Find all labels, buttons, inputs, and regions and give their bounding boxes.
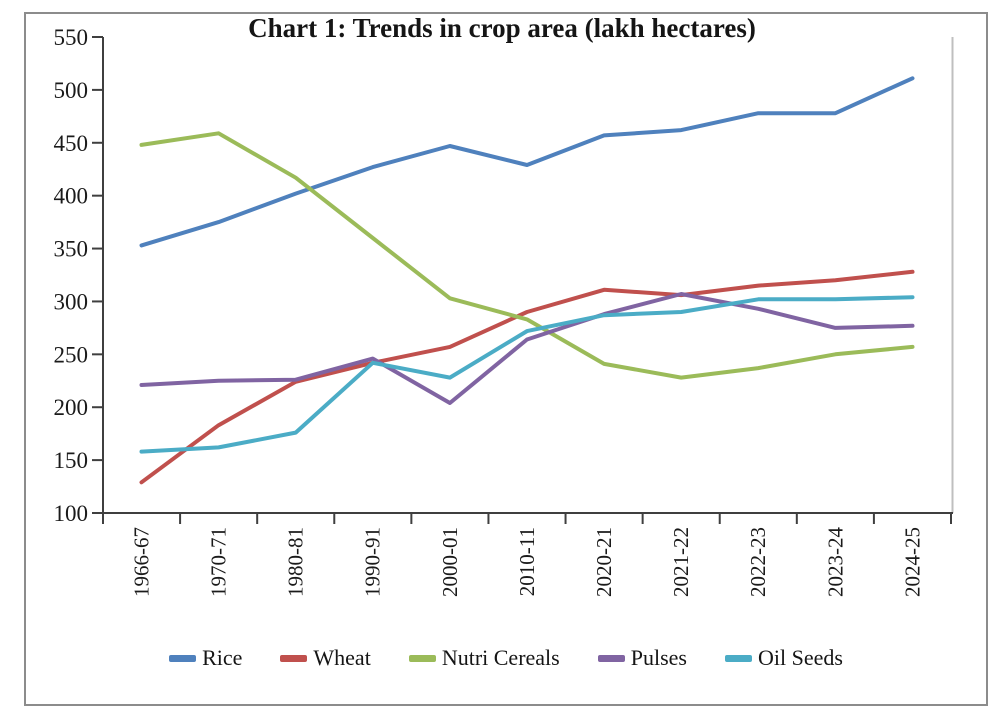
legend-label-rice: Rice [202, 645, 243, 670]
legend-item-oil-seeds: Oil Seeds [724, 645, 843, 671]
x-axis-label: 1970-71 [207, 527, 231, 597]
x-axis-label: 2021-22 [669, 527, 693, 597]
legend-swatch-rice [169, 654, 197, 662]
series-line-rice [139, 76, 915, 248]
legend-label-wheat: Wheat [313, 645, 371, 670]
y-tick-label: 450 [54, 131, 89, 156]
legend-item-nutri-cereals: Nutri Cereals [408, 645, 560, 671]
legend-swatch-nutri-cereals [408, 654, 436, 662]
chart-title: Chart 1: Trends in crop area (lakh hecta… [248, 13, 756, 43]
legend-item-rice: Rice [169, 645, 242, 671]
legend-item-wheat: Wheat [280, 645, 371, 671]
y-tick-label: 400 [54, 184, 89, 209]
x-axis-label: 2024-25 [900, 527, 924, 597]
x-axis-label: 1980-81 [284, 527, 308, 597]
x-axis-label: 2023-24 [823, 527, 847, 597]
x-axis-label: 2020-21 [592, 527, 616, 597]
legend-swatch-wheat [280, 654, 308, 662]
x-axis-label: 2022-23 [746, 527, 770, 597]
legend-swatch-pulses [597, 654, 625, 662]
x-axis-label: 2000-01 [438, 527, 462, 597]
y-tick-label: 200 [54, 395, 89, 420]
legend-swatch-oil-seeds [724, 654, 752, 662]
y-tick-label: 550 [54, 25, 89, 50]
x-axis-label: 1990-91 [361, 527, 385, 597]
y-tick-label: 300 [54, 289, 89, 314]
y-tick-label: 350 [54, 237, 89, 262]
series-line-pulses [139, 292, 915, 405]
legend-item-pulses: Pulses [597, 645, 687, 671]
x-axis-label: 2010-11 [515, 527, 539, 596]
legend-label-nutri-cereals: Nutri Cereals [441, 645, 560, 670]
legend: Rice Wheat Nutri Cereals Pulses Oil Seeds [24, 645, 988, 671]
y-tick-label: 500 [54, 78, 89, 103]
y-tick-label: 100 [54, 501, 89, 526]
series-line-nutri-cereals [139, 131, 915, 380]
series-line-wheat [139, 269, 915, 485]
legend-label-oil-seeds: Oil Seeds [757, 645, 843, 670]
y-tick-label: 150 [54, 448, 89, 473]
series-line-oil-seeds [139, 295, 915, 454]
x-axis-label: 1966-67 [129, 527, 153, 597]
legend-label-pulses: Pulses [630, 645, 687, 670]
y-tick-label: 250 [54, 342, 89, 367]
